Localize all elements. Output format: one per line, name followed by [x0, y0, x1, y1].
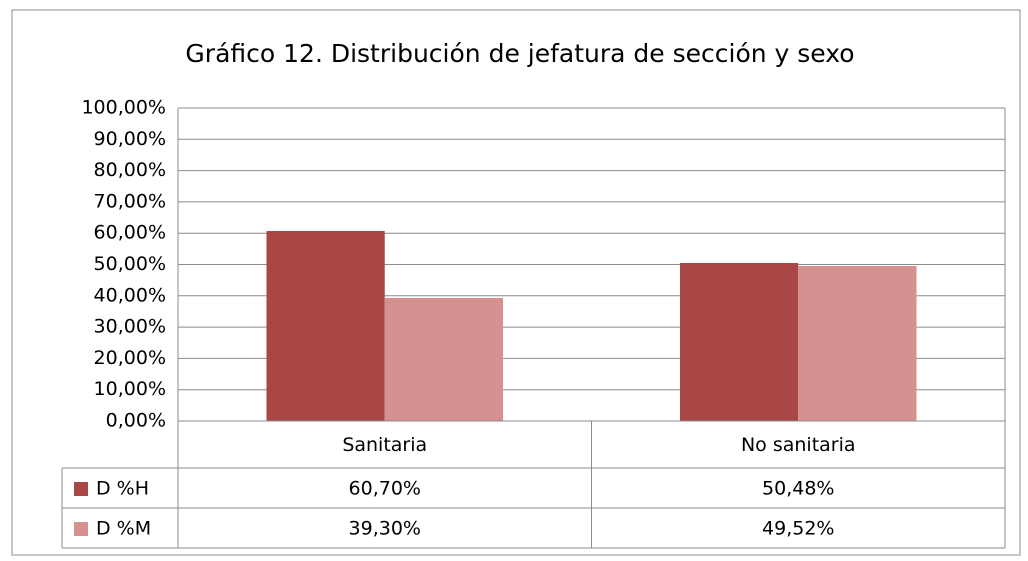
y-tick-label: 70,00%: [94, 190, 166, 212]
bar: [798, 266, 917, 421]
data-label: 49,52%: [762, 518, 834, 540]
y-tick-label: 30,00%: [94, 316, 166, 338]
x-tick-label: No sanitaria: [741, 434, 856, 456]
legend-key: [74, 522, 88, 536]
data-label: 60,70%: [349, 478, 421, 500]
y-tick-label: 20,00%: [94, 347, 166, 369]
y-tick-label: 40,00%: [94, 284, 166, 306]
y-tick-label: 80,00%: [94, 159, 166, 181]
bar: [266, 231, 385, 421]
y-tick-label: 50,00%: [94, 253, 166, 275]
y-tick-label: 10,00%: [94, 378, 166, 400]
bar: [384, 297, 504, 421]
chart-title: Gráfico 12. Distribución de jefatura de …: [185, 39, 854, 68]
bar: [679, 262, 799, 421]
y-tick-label: 60,00%: [94, 222, 166, 244]
legend-key: [74, 482, 88, 496]
data-label: 39,30%: [349, 518, 421, 540]
legend-label: D %M: [96, 518, 151, 540]
y-tick-label: 100,00%: [81, 97, 166, 119]
y-tick-label: 90,00%: [94, 128, 166, 150]
legend-label: D %H: [96, 478, 149, 500]
y-tick-label: 0,00%: [106, 410, 166, 432]
x-tick-label: Sanitaria: [342, 434, 427, 456]
data-label: 50,48%: [762, 478, 834, 500]
